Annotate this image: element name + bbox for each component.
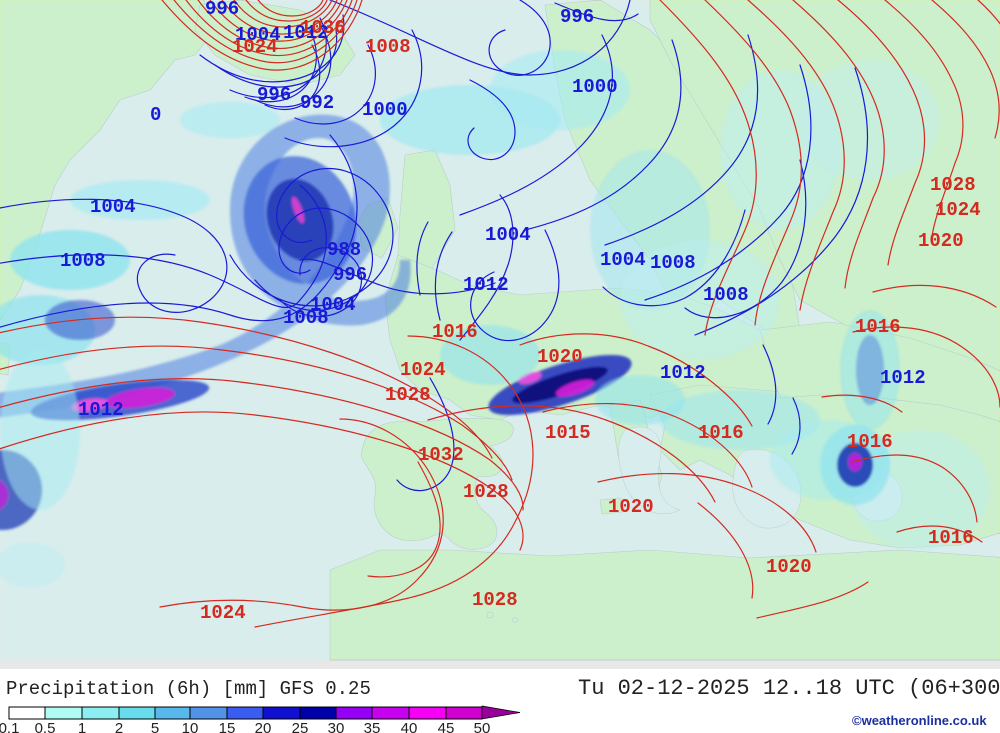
svg-text:20: 20 <box>255 720 272 733</box>
svg-text:50: 50 <box>474 720 491 733</box>
svg-text:0.5: 0.5 <box>35 720 56 733</box>
svg-text:25: 25 <box>292 720 309 733</box>
svg-text:35: 35 <box>364 720 381 733</box>
svg-text:40: 40 <box>401 720 418 733</box>
svg-text:5: 5 <box>151 720 159 733</box>
svg-text:10: 10 <box>182 720 199 733</box>
svg-text:0.1: 0.1 <box>0 720 19 733</box>
svg-text:30: 30 <box>328 720 345 733</box>
svg-text:1: 1 <box>78 720 86 733</box>
svg-text:15: 15 <box>219 720 236 733</box>
svg-text:2: 2 <box>115 720 123 733</box>
svg-text:45: 45 <box>438 720 455 733</box>
